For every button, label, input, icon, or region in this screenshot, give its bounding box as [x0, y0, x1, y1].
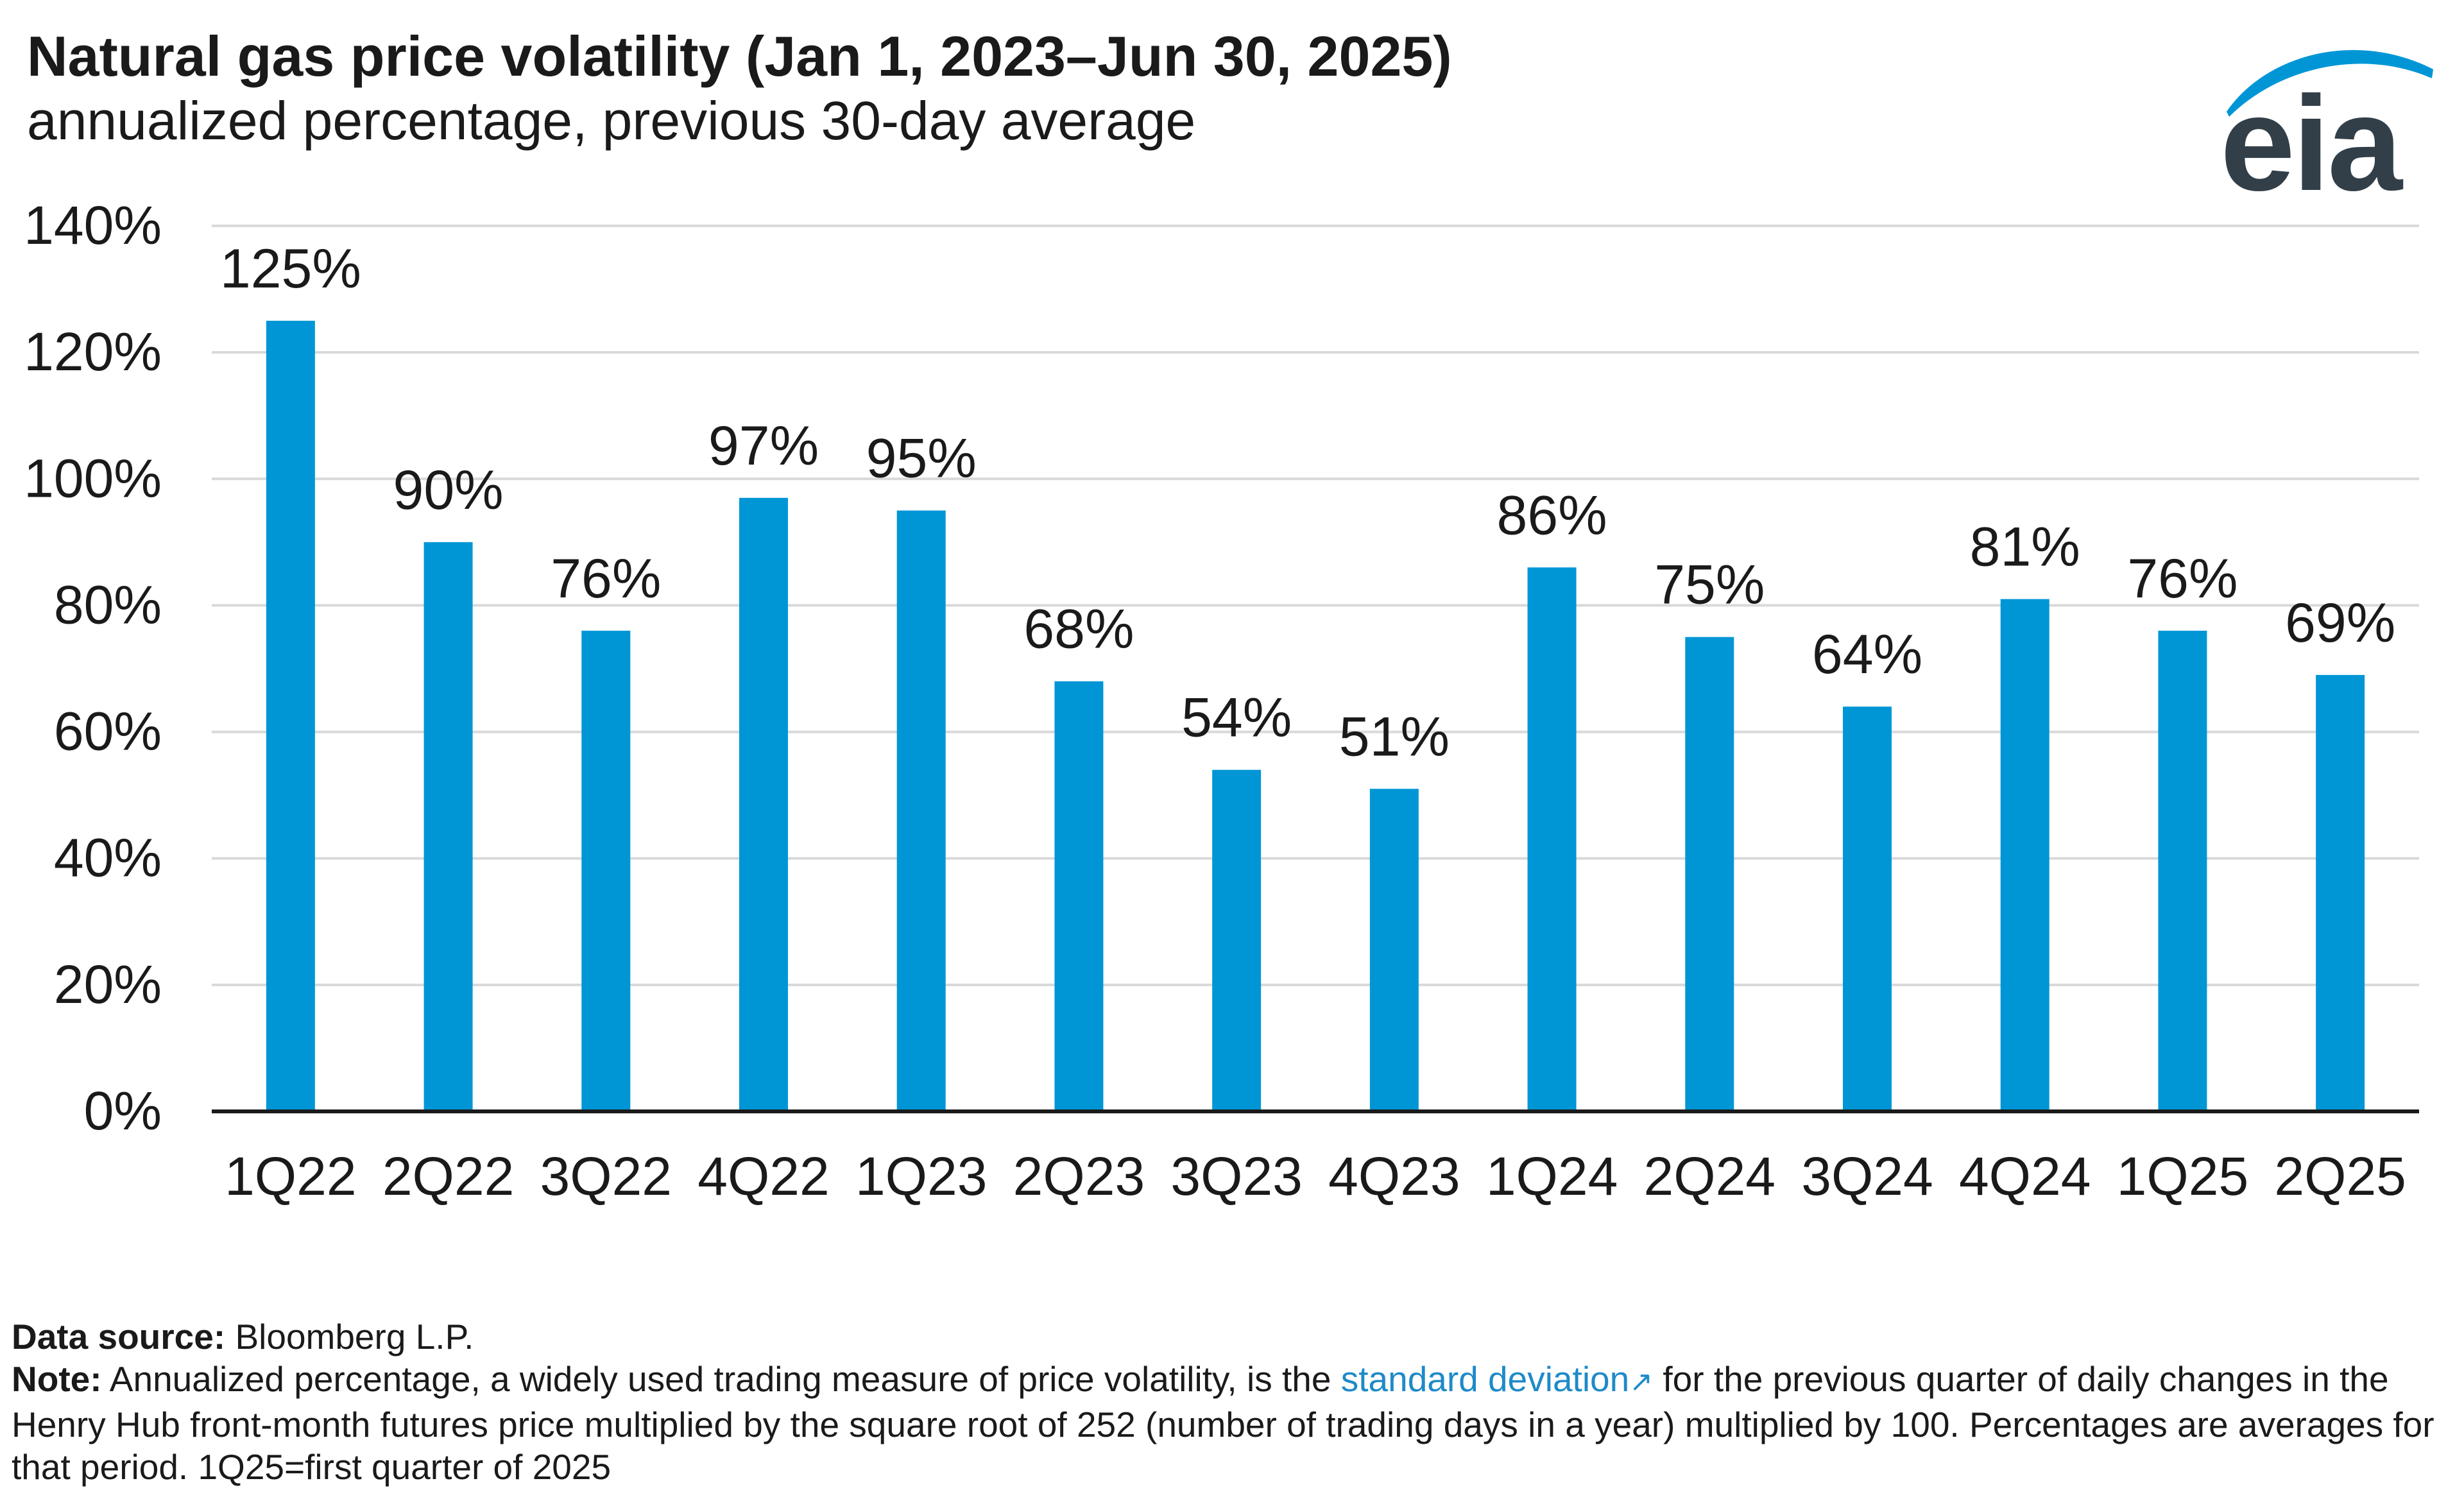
data-label: 51%	[1339, 706, 1450, 767]
bar-4q24[interactable]	[2000, 599, 2049, 1111]
x-tick-label: 3Q22	[540, 1146, 672, 1206]
bar-chart: 0% 20% 40% 60% 80% 100% 120% 140% 125% 1Q22 90% 2Q2…	[24, 195, 2419, 1206]
gridlines	[212, 225, 2419, 986]
y-tick-label: 40%	[54, 828, 162, 888]
x-tick-label: 2Q23	[1013, 1146, 1145, 1206]
bars	[266, 320, 2365, 1111]
eia-logo-text: eia	[2220, 68, 2404, 203]
chart-title: Natural gas price volatility (Jan 1, 202…	[27, 24, 1452, 88]
x-tick-label: 1Q25	[2117, 1146, 2249, 1206]
note-text-2: for the previous quarter of daily change…	[12, 1359, 2434, 1487]
y-tick-label: 20%	[54, 954, 162, 1015]
y-tick-label: 60%	[54, 701, 162, 762]
bar-4q22[interactable]	[739, 497, 788, 1111]
y-tick-label: 120%	[24, 321, 162, 382]
data-label: 69%	[2285, 592, 2395, 654]
bar-3q24[interactable]	[1843, 706, 1892, 1111]
eia-logo[interactable]: eia	[2220, 36, 2438, 203]
note: Note: Annualized percentage, a widely us…	[12, 1358, 2456, 1488]
x-tick-label: 1Q23	[855, 1146, 988, 1206]
data-label: 86%	[1497, 484, 1607, 546]
chart-footer: Data source: Bloomberg L.P. Note: Annual…	[12, 1315, 2456, 1488]
data-label: 54%	[1181, 687, 1292, 749]
data-label: 97%	[708, 415, 819, 477]
data-label: 64%	[1812, 624, 1922, 685]
bar-4q23[interactable]	[1369, 789, 1419, 1111]
x-tick-label: 4Q22	[697, 1146, 830, 1206]
bar-2q22[interactable]	[424, 542, 473, 1111]
data-source-text: Bloomberg L.P.	[225, 1317, 474, 1357]
data-label: 75%	[1654, 554, 1765, 616]
data-label: 95%	[866, 428, 977, 490]
chart-subtitle: annualized percentage, previous 30-day a…	[27, 90, 1196, 151]
data-label: 81%	[1970, 517, 2080, 578]
bar-3q23[interactable]	[1212, 769, 1262, 1111]
eia-swoosh-icon	[2227, 50, 2433, 117]
data-label: 90%	[393, 459, 504, 521]
x-tick-label: 4Q24	[1959, 1146, 2091, 1206]
y-tick-label: 0%	[84, 1081, 162, 1141]
bar-2q23[interactable]	[1054, 681, 1104, 1111]
x-tick-label: 3Q23	[1170, 1146, 1303, 1206]
labels: 0% 20% 40% 60% 80% 100% 120% 140% 125% 1Q22 90% 2Q2…	[24, 195, 2406, 1206]
x-tick-label: 1Q24	[1486, 1146, 1618, 1206]
bar-1q25[interactable]	[2158, 630, 2207, 1111]
data-source-label: Data source:	[12, 1317, 226, 1357]
data-label: 68%	[1023, 599, 1134, 660]
bar-2q24[interactable]	[1685, 637, 1734, 1111]
x-tick-label: 3Q24	[1801, 1146, 1933, 1206]
x-tick-label: 4Q23	[1328, 1146, 1460, 1206]
bar-2q25[interactable]	[2316, 674, 2365, 1111]
data-label: 125%	[220, 238, 361, 300]
standard-deviation-link[interactable]: standard deviation	[1340, 1359, 1630, 1399]
note-text-1: Annualized percentage, a widely used tra…	[101, 1359, 1341, 1399]
note-label: Note:	[12, 1359, 102, 1399]
bar-3q22[interactable]	[581, 630, 631, 1111]
bar-1q24[interactable]	[1527, 567, 1577, 1111]
y-tick-label: 140%	[24, 195, 162, 255]
bar-1q22[interactable]	[266, 320, 315, 1111]
x-tick-label: 2Q25	[2274, 1146, 2406, 1206]
data-label: 76%	[2127, 548, 2237, 610]
y-tick-label: 100%	[24, 448, 162, 508]
x-tick-label: 2Q24	[1644, 1146, 1776, 1206]
x-tick-label: 1Q22	[225, 1146, 357, 1206]
bar-1q23[interactable]	[896, 510, 946, 1111]
data-label: 76%	[551, 548, 661, 610]
data-source: Data source: Bloomberg L.P.	[12, 1315, 2456, 1358]
y-tick-label: 80%	[54, 574, 162, 635]
external-link-icon[interactable]: ↗	[1629, 1366, 1654, 1398]
x-tick-label: 2Q22	[382, 1146, 515, 1206]
